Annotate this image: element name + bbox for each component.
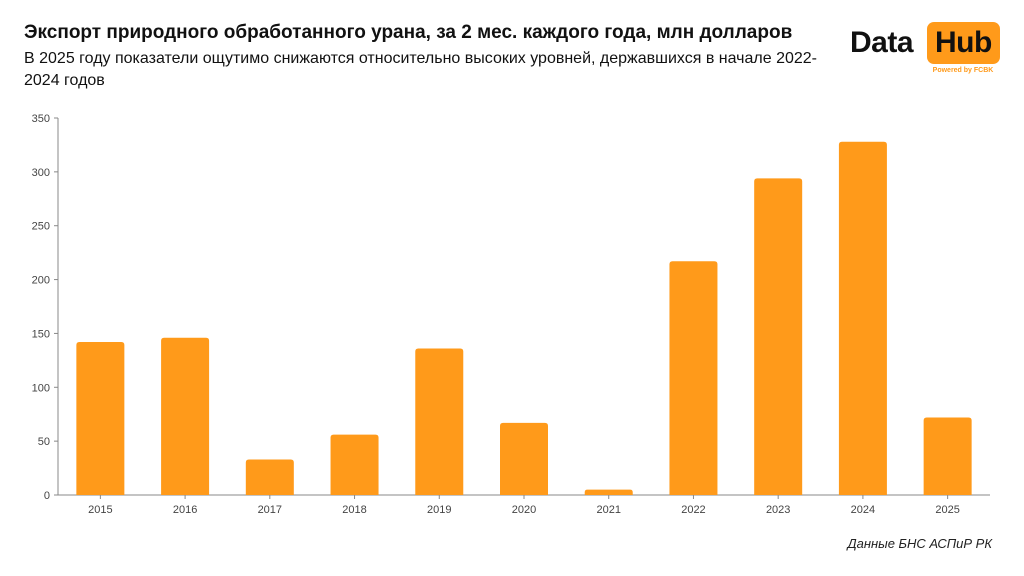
- x-tick-label: 2023: [766, 504, 790, 516]
- y-tick-label: 350: [32, 113, 50, 125]
- x-tick-label: 2017: [258, 504, 282, 516]
- bar-2019: [415, 348, 464, 495]
- bar-2015: [76, 342, 125, 495]
- bars-group: [76, 141, 972, 495]
- logo-word-data: Data: [850, 26, 914, 59]
- y-axis: 0 50 100 150 200 250 300 350: [32, 113, 58, 502]
- y-tick-label: 250: [32, 221, 50, 233]
- logo-tagline: Powered by FCBK: [932, 67, 994, 74]
- bar-2020: [500, 422, 548, 495]
- bar-2025: [923, 417, 972, 495]
- x-tick-label: 2022: [681, 504, 705, 516]
- x-axis: 2015 2016 2017 2018 2019 2020 2021 2022 2023 2024…: [88, 495, 960, 516]
- x-tick-label: 2024: [851, 504, 875, 516]
- logo-word-hub: Hub: [927, 22, 1000, 64]
- y-tick-label: 150: [32, 328, 50, 340]
- y-tick-label: 0: [44, 490, 50, 502]
- x-tick-label: 2015: [88, 504, 112, 516]
- bar-2016: [161, 337, 210, 495]
- x-tick-label: 2025: [935, 504, 959, 516]
- y-tick-label: 100: [32, 382, 50, 394]
- y-tick-label: 50: [38, 436, 50, 448]
- chart-title: Экспорт природного обработанного урана, …: [24, 22, 793, 43]
- y-tick-label: 300: [32, 167, 50, 179]
- bar-2022: [669, 261, 718, 495]
- chart-subtitle: В 2025 году показатели ощутимо снижаются…: [24, 50, 818, 89]
- bar-2024: [838, 141, 887, 495]
- y-tick-label: 200: [32, 275, 50, 287]
- bar-2018: [330, 434, 379, 495]
- x-tick-label: 2018: [342, 504, 366, 516]
- x-tick-label: 2020: [512, 504, 536, 516]
- bar-2023: [754, 178, 803, 495]
- datahub-logo: Data Hub Powered by FCBK: [850, 20, 1000, 80]
- x-tick-label: 2016: [173, 504, 197, 516]
- bar-2017: [245, 459, 294, 495]
- x-tick-label: 2021: [596, 504, 620, 516]
- source-note: Данные БНС АСПиР РК: [847, 536, 992, 551]
- bar-2021: [584, 489, 633, 495]
- x-tick-label: 2019: [427, 504, 451, 516]
